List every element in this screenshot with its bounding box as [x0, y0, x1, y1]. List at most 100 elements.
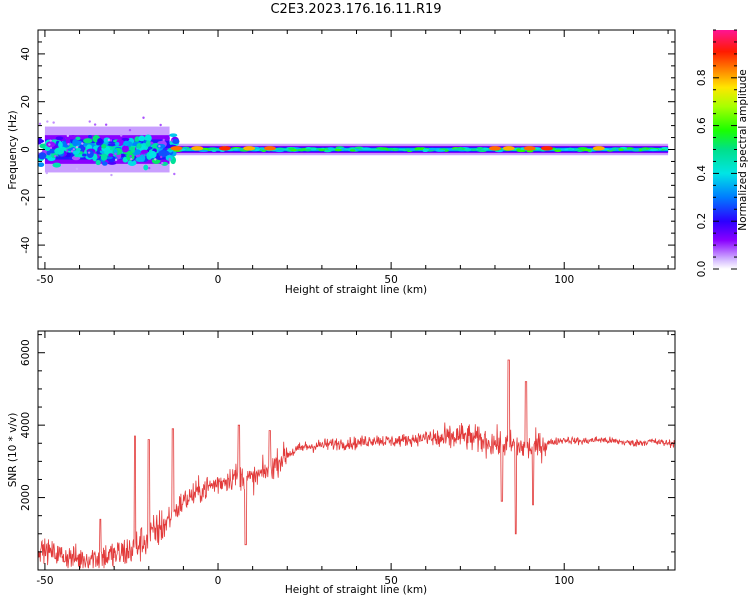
spectrogram-speckle [584, 148, 592, 152]
spectrogram-speckle [318, 148, 326, 152]
snr-axes: -50 0 50 100 2000 4000 6000 [20, 331, 675, 587]
spectrogram-axes: -50 0 50 100 -40 -20 0 20 40 [20, 29, 675, 286]
spectrogram-speckle [334, 148, 342, 152]
spectrogram-blob [101, 143, 107, 149]
colorbar-tick-label: 0.0 [696, 261, 708, 278]
spectrogram-blob [38, 137, 43, 145]
spectrogram-dot [147, 166, 151, 170]
spectrogram-blob [108, 153, 114, 157]
spectrogram-blob [102, 161, 108, 166]
spectrogram-speckle [349, 149, 356, 152]
colorbar-gradient [713, 30, 737, 269]
spectrogram-dot [110, 173, 113, 177]
snr-x-tick-label: -50 [36, 575, 53, 587]
spectrogram-speckle [274, 149, 285, 153]
spectrogram-dot [114, 152, 117, 156]
spectrogram-blob [107, 143, 116, 147]
spectrogram-dot [104, 123, 108, 126]
spectrogram-dot [107, 138, 111, 142]
spectrogram-x-tick-label: 100 [554, 274, 574, 286]
spectrogram-speckle [576, 149, 583, 152]
spectrogram-blob [172, 138, 180, 144]
spectrogram-speckle [618, 148, 624, 151]
spectrogram-speckle [304, 148, 312, 152]
spectrogram-speckle [393, 148, 399, 152]
spectrogram-blob [86, 150, 94, 158]
spectrogram-blob [115, 142, 120, 146]
spectrogram-dot [130, 157, 133, 161]
spectrogram-blob [74, 153, 80, 158]
spectrogram-blob [157, 141, 164, 145]
spectrogram-blob [87, 135, 92, 139]
snr-x-axis-label: Height of straight line (km) [285, 584, 427, 596]
spectrogram-blob [121, 145, 129, 153]
spectrogram-blob [164, 135, 170, 141]
spectrogram-hotspot [191, 146, 204, 151]
spectrogram-blob [134, 149, 141, 155]
spectrogram-dot [45, 171, 49, 175]
spectrogram-blob [38, 152, 47, 160]
snr-marks [38, 359, 675, 569]
colorbar: 0.0 0.2 0.4 0.6 0.8 Normalized spectral ampl… [696, 29, 749, 278]
spectrogram-blob [107, 161, 117, 165]
snr-y-tick-label: 2000 [20, 484, 32, 511]
spectrogram-speckle [435, 149, 446, 152]
spectrogram-blob [58, 141, 63, 149]
spectrogram-dot [114, 158, 118, 162]
spectrogram-dot [160, 155, 163, 159]
spectrogram-dot [54, 155, 57, 158]
colorbar-tick-label: 0.4 [696, 165, 708, 182]
spectrogram-speckle [296, 148, 306, 152]
spectrogram-speckle [414, 147, 423, 150]
spectrogram-y-tick-label: -20 [20, 189, 32, 206]
spectrogram-dot [87, 151, 91, 154]
spectrogram-dot [49, 139, 52, 142]
figure-title: C2E3.2023.176.16.11.R19 [270, 2, 441, 17]
spectrogram-dot [49, 146, 53, 150]
spectrogram-blob [158, 150, 168, 158]
spectrogram-blob [156, 143, 166, 149]
spectrogram-y-tick-label: 20 [20, 95, 32, 108]
spectrogram-speckle [305, 147, 312, 150]
spectrogram-y-tick-label: 40 [20, 47, 32, 60]
spectrogram-speckle [516, 148, 521, 151]
spectrogram-hotspot [540, 146, 553, 151]
spectrogram-x-tick-label: 0 [215, 274, 222, 286]
snr-panel: -50 0 50 100 2000 4000 6000 Height of straight… [7, 330, 676, 596]
spectrogram-speckle [649, 148, 659, 151]
spectrogram-cells [38, 116, 669, 177]
spectrogram-speckle [476, 149, 485, 152]
spectrogram-speckle [275, 147, 285, 150]
spectrogram-speckle [327, 147, 334, 150]
spectrogram-x-tick-label: -50 [36, 274, 53, 286]
spectrogram-blob [97, 138, 103, 144]
spectrogram-speckle [361, 147, 371, 150]
colorbar-label: Normalized spectral amplitude [737, 69, 749, 230]
spectrogram-speckle [526, 150, 534, 153]
spectrogram-dot [170, 139, 174, 142]
spectrogram-hotspot [592, 146, 605, 151]
colorbar-tick-label: 0.6 [696, 117, 708, 134]
spectrogram-blob [70, 134, 76, 139]
spectrogram-dot [162, 138, 165, 142]
spectrogram-dot [158, 145, 161, 148]
spectrogram-speckle [567, 147, 573, 151]
spectrogram-blob [75, 136, 81, 141]
spectrogram-dot [168, 158, 172, 161]
spectrogram-hotspot [170, 146, 183, 151]
spectrogram-speckle [328, 148, 333, 152]
spectrogram-blob [145, 140, 151, 147]
spectrogram-dot [173, 172, 176, 176]
spectrogram-blob [169, 133, 178, 138]
snr-series-line [38, 359, 675, 569]
spectrogram-blob [100, 153, 108, 161]
spectrogram-blob [52, 162, 61, 168]
spectrogram-speckle [661, 146, 669, 150]
spectrogram-marks [38, 116, 669, 177]
spectrogram-blob [135, 157, 144, 162]
spectrogram-speckle [470, 148, 477, 151]
spectrogram-blob [82, 153, 87, 157]
spectrogram-panel: -50 0 50 100 -40 -20 0 20 40 Height of straight … [7, 29, 676, 296]
spectrogram-speckle [404, 148, 411, 151]
